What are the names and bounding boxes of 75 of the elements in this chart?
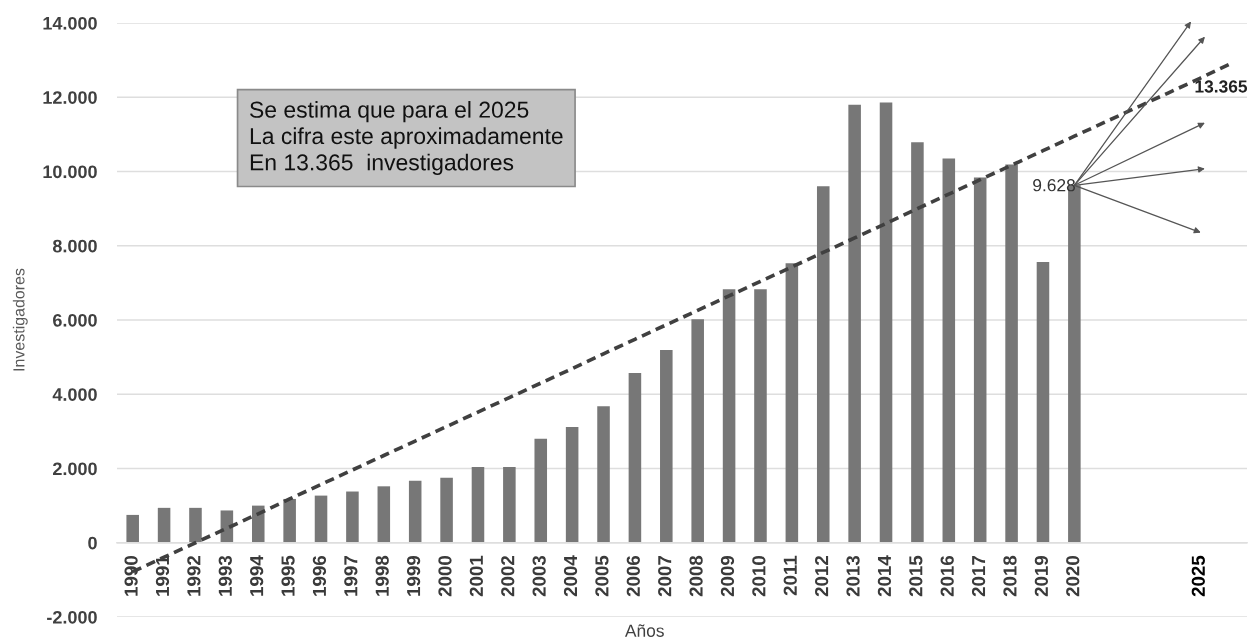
x-tick-label: 2014	[877, 555, 892, 597]
y-tick-label: 2.000	[53, 462, 97, 476]
bar	[251, 505, 265, 543]
bar	[314, 495, 328, 543]
bar	[691, 319, 704, 543]
bar	[597, 406, 610, 543]
bar	[848, 104, 861, 543]
x-tick-label: 2002	[501, 556, 515, 597]
x-tick-label: 1996	[312, 555, 327, 596]
y-axis-title: Investigadores	[12, 268, 28, 371]
y-tick-label: -2.000	[47, 610, 97, 624]
y-tick-label: 6.000	[53, 313, 97, 327]
bar	[1036, 262, 1050, 543]
x-tick-label: 2019	[1034, 555, 1049, 597]
data-label: 9.628	[1033, 179, 1075, 192]
x-axis-title: Años	[624, 624, 664, 637]
y-tick-label: 4.000	[52, 388, 97, 401]
x-tick-label: 2015	[909, 555, 923, 597]
bar	[816, 186, 830, 543]
x-tick-label: 2008	[689, 555, 703, 597]
y-tick-label: 12.000	[43, 91, 97, 104]
x-tick-label: 1995	[281, 555, 295, 596]
bar	[534, 438, 548, 543]
x-tick-label: 2003	[532, 555, 546, 597]
bar	[911, 142, 924, 543]
x-tick-label: 2009	[720, 555, 735, 597]
x-tick-label: 1990	[124, 556, 138, 596]
x-tick-label: 2017	[971, 556, 986, 597]
y-tick-label: 8.000	[52, 239, 97, 253]
x-tick-label: 1991	[155, 555, 170, 596]
x-tick-label: 2016	[940, 555, 954, 597]
y-tick-label: 0	[88, 536, 97, 550]
x-tick-label: 1998	[375, 555, 389, 596]
bar	[471, 467, 485, 543]
x-tick-label: 2020	[1066, 556, 1080, 597]
x-tick-label: 1999	[406, 555, 421, 596]
x-tick-label: 1997	[344, 556, 358, 596]
bar	[722, 289, 736, 543]
x-tick-label: 1993	[218, 555, 232, 596]
x-tick-label: 2025	[1191, 555, 1205, 597]
x-tick-label: 2011	[783, 555, 797, 596]
bar	[660, 350, 673, 543]
y-tick-label: 14.000	[43, 16, 97, 30]
x-tick-label: 2010	[752, 556, 766, 597]
annotation: 13.365	[1195, 80, 1248, 93]
bar	[942, 158, 956, 543]
x-tick-label: 2013	[846, 555, 860, 597]
bar	[973, 177, 987, 543]
bar	[126, 514, 139, 543]
x-tick-label: 2007	[658, 556, 672, 597]
bar	[440, 477, 453, 543]
bar	[628, 373, 642, 543]
x-tick-label: 2000	[438, 556, 452, 597]
x-tick-label: 2001	[469, 555, 484, 597]
bar	[785, 263, 799, 543]
bar	[565, 426, 579, 543]
bar	[408, 480, 422, 543]
annotation: Se estima que para el 2025 La cifra este aproximadamente En 13.365 investigadores	[250, 101, 563, 176]
x-tick-label: 2012	[815, 556, 829, 597]
x-tick-label: 1992	[187, 556, 201, 596]
bar	[189, 507, 202, 543]
bar	[157, 507, 171, 543]
x-tick-label: 2005	[595, 555, 609, 597]
bar	[754, 289, 767, 543]
bar	[879, 102, 893, 543]
x-tick-label: 1994	[250, 555, 264, 596]
bar	[1005, 164, 1018, 543]
bar	[503, 467, 516, 543]
bar	[283, 498, 296, 543]
x-tick-label: 2006	[626, 555, 640, 597]
bar	[346, 491, 359, 543]
y-tick-label: 10.000	[43, 165, 97, 179]
bar	[377, 486, 391, 543]
x-tick-label: 2018	[1003, 555, 1017, 597]
x-tick-label: 2004	[563, 555, 578, 597]
